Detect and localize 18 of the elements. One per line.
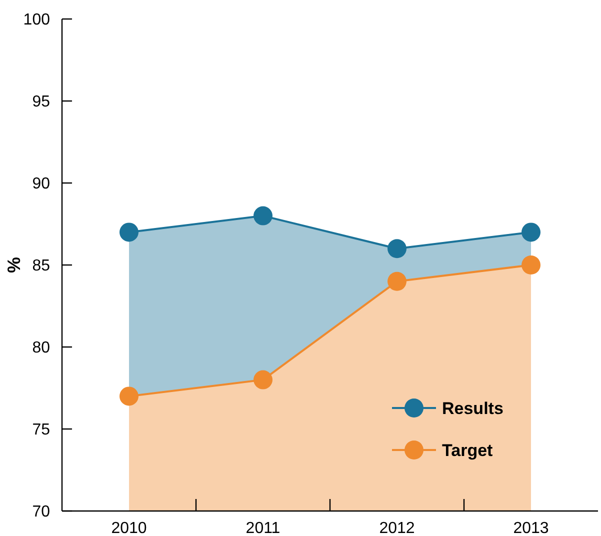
y-axis-title: % bbox=[4, 256, 24, 274]
x-tick-label: 2011 bbox=[246, 520, 280, 536]
legend-label: Results bbox=[442, 398, 504, 418]
point bbox=[522, 256, 540, 274]
point bbox=[388, 272, 406, 291]
y-tick-label: 70 bbox=[32, 504, 50, 521]
y-tick-label: 80 bbox=[32, 340, 50, 357]
y-tick-label: 90 bbox=[32, 176, 50, 193]
x-tick-label: 2010 bbox=[111, 520, 147, 536]
y-tick-label: 95 bbox=[32, 94, 50, 111]
x-tick-label: 2012 bbox=[379, 520, 415, 536]
x-tick-label: 2013 bbox=[513, 520, 549, 536]
y-tick-label: 75 bbox=[32, 422, 50, 439]
point bbox=[120, 386, 138, 406]
y-tick-label: 100 bbox=[23, 12, 50, 29]
legend-label: Target bbox=[442, 440, 494, 460]
point bbox=[254, 370, 272, 390]
y-tick-label: 85 bbox=[32, 258, 50, 275]
